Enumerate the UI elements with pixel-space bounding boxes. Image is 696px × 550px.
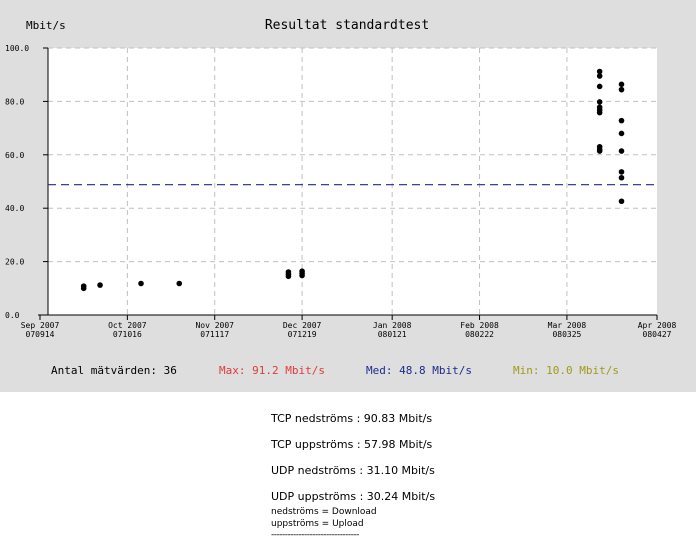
data-point (138, 280, 144, 287)
y-tick-label: 20.0 (5, 258, 24, 267)
data-point (596, 109, 603, 116)
x-tick-label-code: 080325 (552, 330, 581, 339)
x-tick-label-code: 070914 (26, 330, 55, 339)
x-tick-label-month: Nov 2007 (195, 321, 234, 330)
udp-upload-result: UDP uppströms : 30.24 Mbit/s (271, 490, 436, 503)
data-point (285, 269, 292, 275)
data-point (299, 268, 305, 275)
x-tick-label-month: Mar 2008 (548, 321, 587, 330)
data-point (618, 81, 625, 88)
tcp-download-result: TCP nedströms : 90.83 Mbit/s (271, 412, 433, 425)
min-value: Min: 10.0 Mbit/s (513, 364, 619, 377)
data-point (176, 280, 183, 287)
data-point (596, 68, 603, 75)
measurement-count: Antal mätvärden: 36 (51, 364, 177, 377)
data-point (618, 130, 625, 137)
data-point (596, 83, 603, 90)
x-tick-label-code: 071117 (200, 330, 229, 339)
results-block: TCP nedströms : 90.83 Mbit/s TCP uppströ… (271, 412, 435, 540)
x-tick-label-month: Oct 2007 (108, 321, 147, 330)
upload-note: uppströms = Upload (271, 519, 364, 529)
tcp-upload-result: TCP uppströms : 57.98 Mbit/s (271, 438, 433, 451)
y-tick-label: 60.0 (5, 151, 24, 160)
stats-bar: Antal mätvärden: 36 Max: 91.2 Mbit/s Med… (0, 364, 696, 382)
chart-panel: 0.0 20.0 40.0 60.0 80.0 100.0 Sep 2007 070914 Oc… (0, 0, 696, 392)
y-tick-label: 80.0 (5, 97, 24, 106)
data-point (618, 86, 625, 93)
x-tick-label-month: Apr 2008 (638, 321, 677, 330)
data-points (80, 68, 625, 292)
data-point (618, 169, 625, 175)
data-point (618, 117, 625, 124)
data-point (618, 174, 625, 181)
axes (38, 47, 658, 320)
y-tick-label: 0.0 (5, 311, 20, 320)
download-note: nedströms = Download (271, 507, 377, 517)
grid-lines (48, 47, 657, 315)
x-tick-label-code: 080427 (643, 330, 672, 339)
x-tick-label-month: Dec 2007 (283, 321, 322, 330)
data-point (618, 148, 625, 154)
udp-download-result: UDP nedströms : 31.10 Mbit/s (271, 464, 435, 477)
x-tick-label-month: Feb 2008 (460, 321, 499, 330)
data-point (596, 99, 603, 105)
x-tick-label-code: 071016 (113, 330, 142, 339)
x-tick-label-code: 080222 (465, 330, 494, 339)
data-point (596, 73, 603, 79)
data-point (97, 282, 103, 288)
y-axis-label: Mbit/s (26, 19, 66, 32)
y-tick-label: 100.0 (5, 44, 29, 53)
x-tick-label-code: 080121 (378, 330, 407, 339)
data-point (80, 283, 87, 289)
separator-line: -------------------------------- (271, 530, 359, 540)
y-tick-label: 40.0 (5, 204, 24, 213)
chart-title: Resultat standardtest (265, 18, 429, 33)
data-point (618, 198, 625, 205)
plot-area (48, 48, 657, 315)
max-value: Max: 91.2 Mbit/s (219, 364, 325, 377)
x-tick-label-month: Jan 2008 (373, 321, 412, 330)
x-tick-label-month: Sep 2007 (21, 321, 60, 330)
median-value: Med: 48.8 Mbit/s (366, 364, 472, 377)
x-tick-label-code: 071219 (288, 330, 317, 339)
data-point (596, 148, 603, 154)
